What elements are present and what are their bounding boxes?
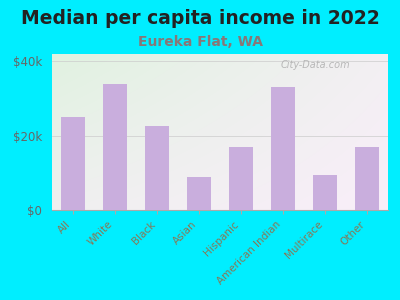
Text: Eureka Flat, WA: Eureka Flat, WA (138, 34, 262, 49)
Bar (230, 147, 252, 210)
Bar (356, 147, 378, 210)
Bar (104, 84, 126, 210)
Bar (314, 175, 336, 210)
Text: City-Data.com: City-Data.com (280, 60, 350, 70)
Bar (272, 87, 294, 210)
Bar (146, 126, 168, 210)
Bar (188, 177, 210, 210)
Bar (62, 117, 84, 210)
Text: Median per capita income in 2022: Median per capita income in 2022 (21, 9, 379, 28)
